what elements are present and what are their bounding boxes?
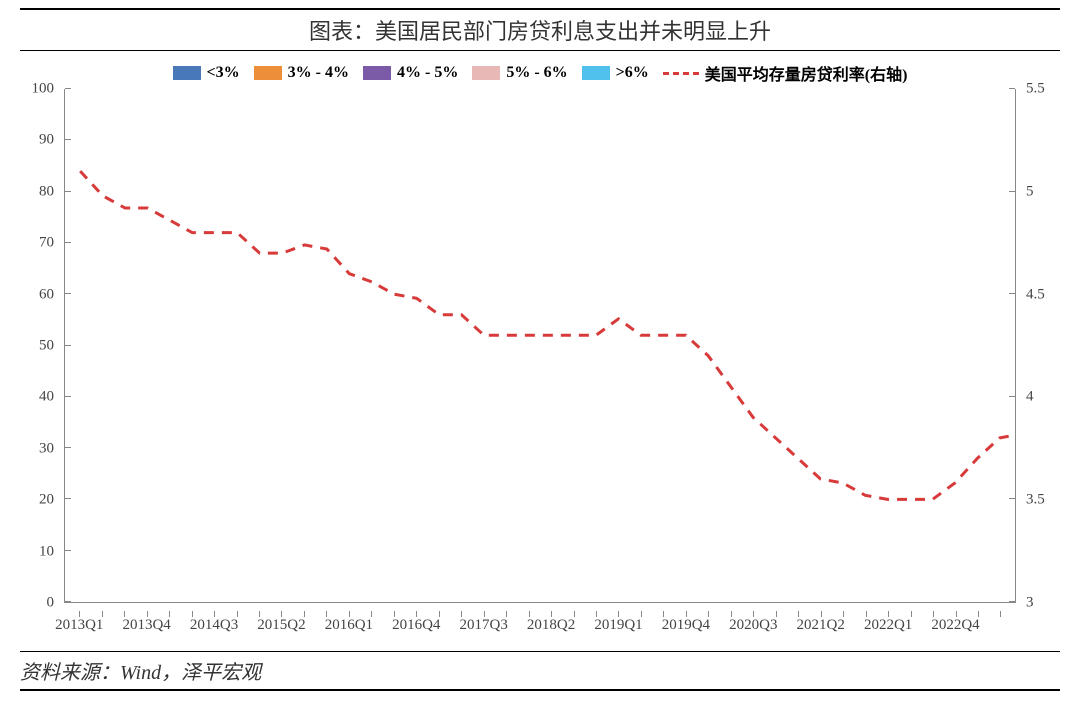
legend-item: 3% - 4% xyxy=(254,64,349,82)
legend-swatch xyxy=(582,66,610,80)
legend-label: 4% - 5% xyxy=(397,64,458,82)
legend-item: <3% xyxy=(173,64,240,82)
chart-area: 0102030405060708090100 33.544.555.5 2013… xyxy=(20,89,1060,649)
chart-container: 图表：美国居民部门房贷利息支出并未明显上升 <3% 3% - 4% 4% - 5% 5… xyxy=(0,0,1080,706)
legend-swatch xyxy=(173,66,201,80)
legend-item: >6% xyxy=(582,64,649,82)
legend-item-line: 美国平均存量房贷利率(右轴) xyxy=(663,61,908,85)
stacked-bars xyxy=(65,89,1015,602)
source-text: 资料来源：Wind，泽平宏观 xyxy=(20,662,261,684)
legend-label: 5% - 6% xyxy=(506,64,567,82)
legend-swatch xyxy=(254,66,282,80)
legend-swatch xyxy=(472,66,500,80)
legend-swatch xyxy=(363,66,391,80)
legend-label: <3% xyxy=(207,64,240,82)
y-axis-left: 0102030405060708090100 xyxy=(20,89,60,603)
legend-item: 5% - 6% xyxy=(472,64,567,82)
source-bar: 资料来源：Wind，泽平宏观 xyxy=(20,651,1060,691)
legend: <3% 3% - 4% 4% - 5% 5% - 6% >6% 美国平均存量房贷利率(右轴… xyxy=(20,51,1060,89)
legend-line-swatch xyxy=(663,72,699,75)
y-axis-right: 33.544.555.5 xyxy=(1020,89,1060,603)
chart-title: 图表：美国居民部门房贷利息支出并未明显上升 xyxy=(309,19,771,44)
legend-label: 美国平均存量房贷利率(右轴) xyxy=(705,61,908,85)
plot-area xyxy=(64,89,1016,603)
legend-item: 4% - 5% xyxy=(363,64,458,82)
legend-label: >6% xyxy=(616,64,649,82)
x-axis: 2013Q12013Q42014Q32015Q22016Q12016Q42017… xyxy=(64,607,1016,649)
title-bar: 图表：美国居民部门房贷利息支出并未明显上升 xyxy=(20,8,1060,51)
legend-label: 3% - 4% xyxy=(288,64,349,82)
